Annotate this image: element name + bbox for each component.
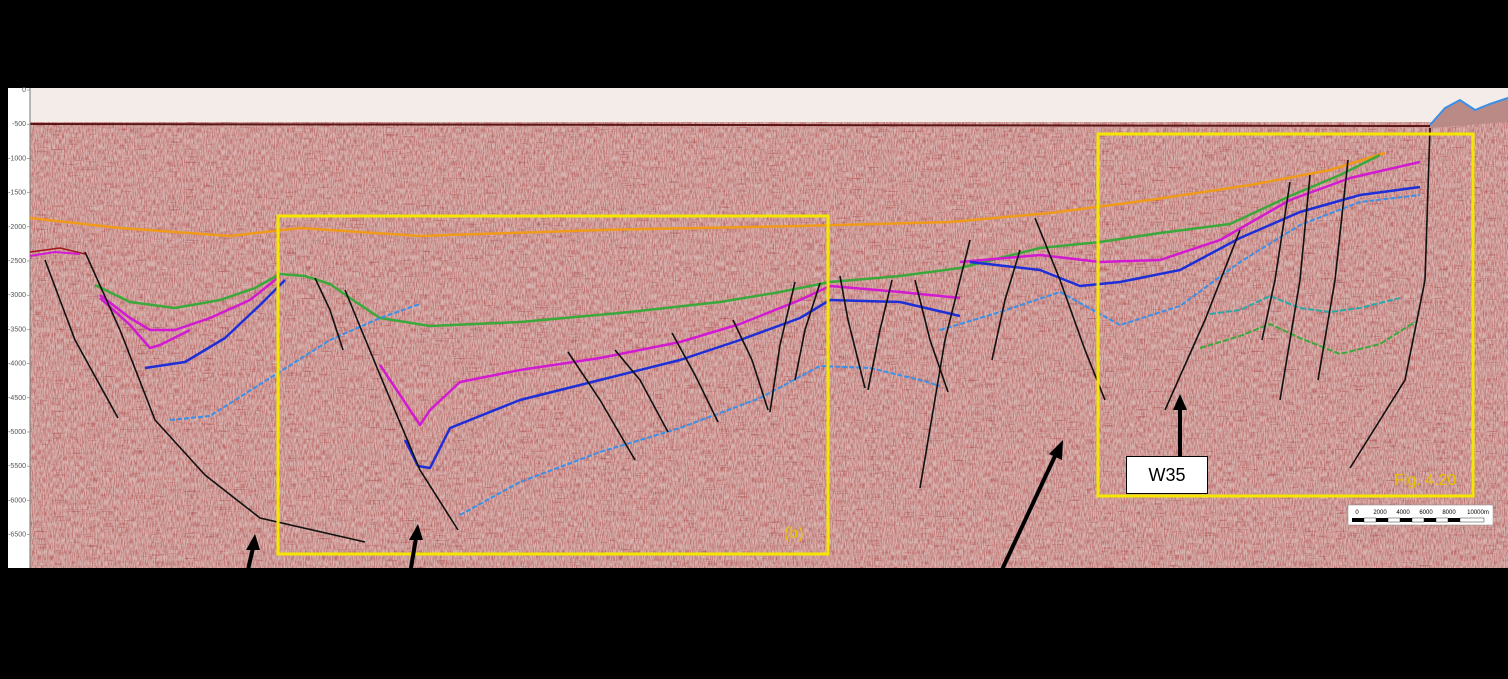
depth-tick-label: -2000: [8, 224, 26, 231]
horizon-green-deep: [1199, 321, 1416, 355]
horizon-blue-right: [969, 185, 1421, 288]
scale-bar-label: 0: [1355, 510, 1359, 516]
scale-bar: 0 2000 4000 6000 8000 10000m: [1347, 504, 1494, 526]
arrowhead-4: [1173, 394, 1187, 410]
depth-tick-label: -3500: [8, 326, 26, 333]
depth-tick-label: -3000: [8, 292, 26, 299]
horizon-magenta-left: [99, 275, 281, 332]
depth-tick-label: -500: [12, 121, 26, 128]
depth-axis: 0 -500 -1000 -1500 -2000 -2500 -3000 -3500 -4000…: [8, 87, 31, 568]
horizon-blue-main: [403, 298, 961, 470]
horizon-magenta-main: [378, 284, 961, 427]
horizon-magenta-far-left: [29, 251, 81, 257]
scale-bar-label: 6000: [1419, 510, 1433, 516]
inset-box-fig420-label: Fig. 4.20: [1394, 472, 1456, 489]
depth-tick-label: -5500: [8, 463, 26, 470]
horizon-blue-left: [144, 279, 286, 370]
scale-bar-label: 4000: [1396, 510, 1410, 516]
scale-bar-label: 10000m: [1467, 510, 1489, 516]
horizon-lightblue-deep: [459, 365, 941, 516]
arrowhead-3: [1049, 440, 1063, 460]
seismic-image: [30, 88, 1508, 568]
scale-bar-label: 8000: [1442, 510, 1456, 516]
inset-box-b: (b): [276, 214, 830, 556]
arrow-3: [998, 455, 1057, 575]
depth-tick-label: -1000: [8, 155, 26, 162]
arrow-2: [408, 537, 418, 575]
depth-tick-label: -1500: [8, 190, 26, 197]
arrowhead-2: [409, 524, 423, 540]
horizon-red-thin: [29, 247, 86, 255]
scale-bar-label: 2000: [1373, 510, 1387, 516]
horizon-orange: [29, 151, 1386, 238]
inset-box-b-label: (b): [784, 525, 804, 542]
depth-tick-label: -4500: [8, 395, 26, 402]
depth-tick-label: -5000: [8, 429, 26, 436]
depth-tick-label: 0: [22, 87, 26, 94]
depth-tick-label: -4000: [8, 361, 26, 368]
arrow-1: [245, 547, 255, 575]
inset-box-fig420: Fig. 4.20: [1096, 132, 1475, 498]
horizon-teal: [1209, 295, 1401, 315]
depth-tick-label: -6000: [8, 497, 26, 504]
arrows: [245, 394, 1187, 575]
horizon-magenta-trough: [99, 297, 191, 350]
well-label-box: W35: [1126, 456, 1208, 494]
arrowhead-1: [246, 534, 260, 550]
depth-tick-label: -2500: [8, 258, 26, 265]
horizon-green-left: [94, 153, 1381, 328]
horizon-lightblue-right: [939, 194, 1421, 331]
horizons: [29, 151, 1421, 516]
depth-tick-label: -6500: [8, 532, 26, 539]
